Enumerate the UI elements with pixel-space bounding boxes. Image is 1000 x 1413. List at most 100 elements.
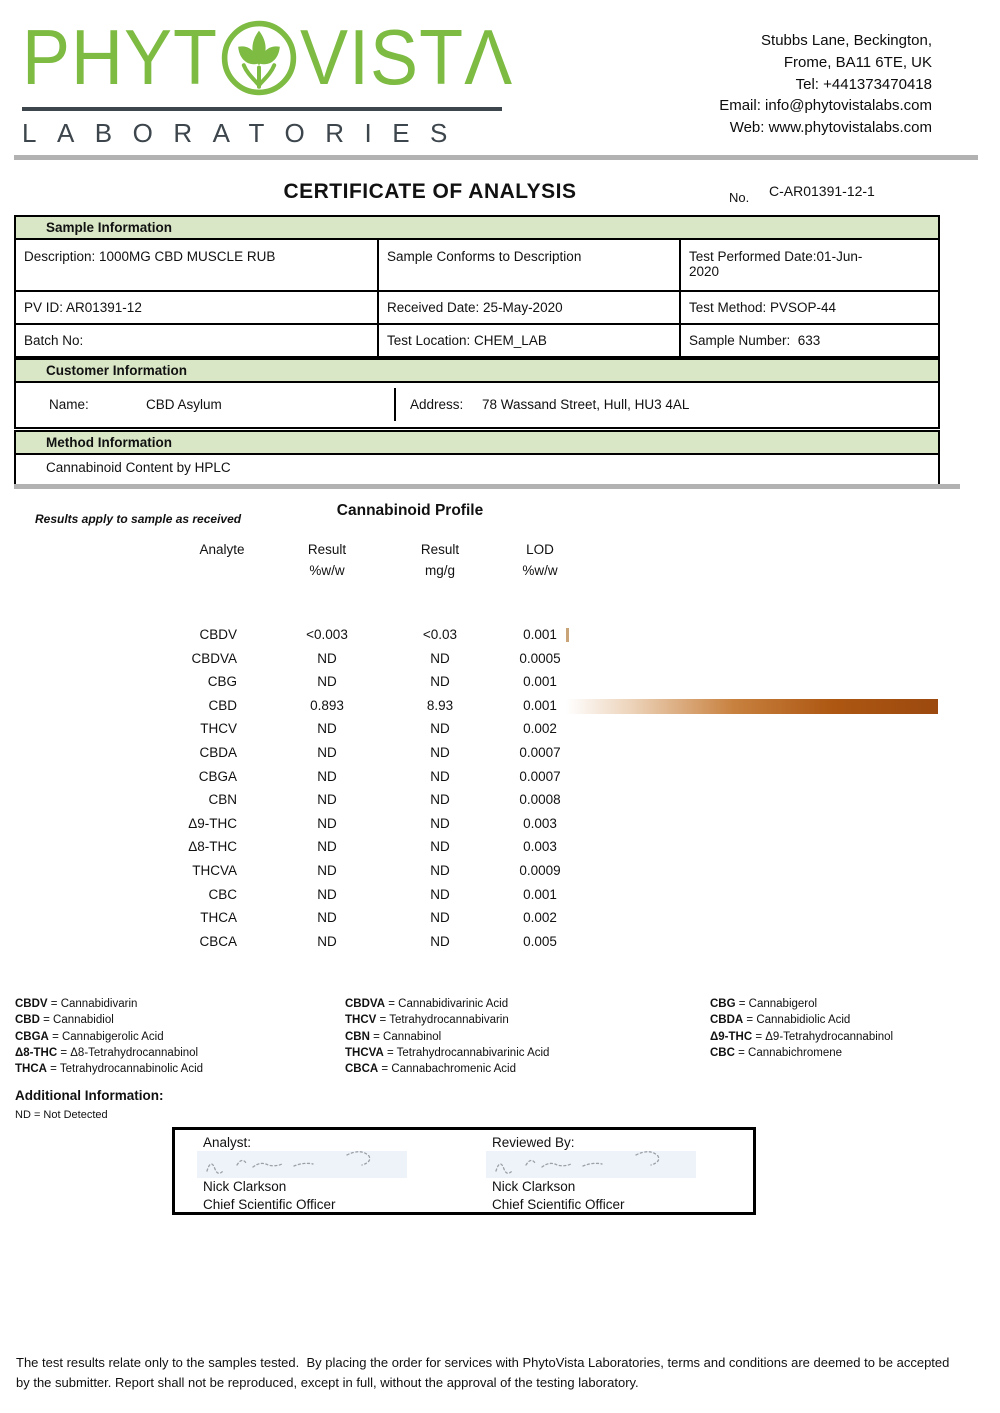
legend-item: THCVA = Tetrahydrocannabivarinic Acid [345, 1046, 550, 1059]
certificate-number: C-AR01391-12-1 [769, 183, 875, 199]
legend-item: Δ8-THC = Δ8-Tetrahydrocannabinol [15, 1046, 199, 1059]
lod-value: 0.001 [523, 674, 557, 690]
lod-value: 0.003 [523, 815, 557, 831]
analyst-label: Analyst: [203, 1135, 252, 1150]
header-divider [14, 155, 978, 160]
analyte-name: CBC [208, 886, 237, 902]
section-divider [14, 484, 960, 489]
lod-value: 0.001 [523, 627, 557, 642]
logo-text-phyt: PHYT [22, 14, 219, 102]
column-header-analyte: Analyte [177, 540, 267, 561]
result-mgg-value: ND [430, 839, 450, 855]
method-value: Cannabinoid Content by HPLC [46, 460, 231, 475]
test-location: Test Location: CHEM_LAB [379, 325, 681, 356]
profile-title: Cannabinoid Profile [336, 502, 484, 519]
result-percent-value: ND [317, 862, 337, 878]
header-line: %w/w [522, 562, 558, 578]
analyte-results-table: CBDV <0.003 <0.03 0.001 CBDVA ND ND 0.0005 CBG ND… [0, 624, 1000, 954]
company-logo: PHYT VIST Λ LABORATORIES [22, 14, 514, 149]
result-percent-value: 0.893 [310, 697, 344, 713]
analyte-row: CBN ND ND 0.0008 [0, 789, 1000, 813]
logo-wordmark: PHYT VIST Λ [22, 14, 514, 102]
analyte-row: Δ9-THC ND ND 0.003 [0, 813, 1000, 837]
legend-item: CBD = Cannabidiol [15, 1014, 114, 1027]
analyte-row: CBGA ND ND 0.0007 [0, 766, 1000, 790]
analyst-title: Chief Scientific Officer [203, 1197, 336, 1212]
analyte-name: CBG [207, 674, 237, 690]
result-percent-value: ND [317, 674, 337, 690]
table-row: Batch No: Test Location: CHEM_LAB Sample… [16, 325, 938, 356]
signature-box: Analyst: Nick Clarkson Chief Scientific … [172, 1127, 756, 1215]
result-percent-value: ND [317, 744, 337, 760]
reviewed-by-label: Reviewed By: [492, 1135, 575, 1150]
analyte-row: CBDVA ND ND 0.0005 [0, 648, 1000, 672]
contact-address-line2: Frome, BA11 6TE, UK [783, 53, 932, 71]
lod-value: 0.0007 [519, 744, 561, 760]
result-mgg-value: ND [430, 862, 450, 878]
legend-item: CBDV = Cannabidivarin [15, 998, 138, 1010]
customer-name-label: Name: [49, 397, 89, 412]
analyte-name: CBDV [199, 627, 237, 642]
contact-phone: Tel: +441373470418 [795, 75, 932, 93]
lod-value: 0.005 [523, 933, 557, 949]
analyte-row: THCVA ND ND 0.0009 [0, 860, 1000, 884]
analyte-name: Δ8-THC [188, 839, 237, 855]
analyte-row: Δ8-THC ND ND 0.003 [0, 836, 1000, 860]
header-line: mg/g [424, 562, 455, 578]
legend-item: CBC = Cannabichromene [710, 1046, 843, 1059]
method-information-table: Method Information Cannabinoid Content b… [14, 430, 940, 486]
logo-subtitle: LABORATORIES [22, 118, 468, 148]
analyte-row: CBDV <0.003 <0.03 0.001 [0, 624, 1000, 648]
analyte-name: THCVA [192, 862, 237, 878]
page-title: CERTIFICATE OF ANALYSIS [283, 180, 577, 203]
analyte-name: CBDA [199, 744, 237, 760]
legend-item: CBG = Cannabigerol [710, 998, 818, 1010]
legend-column: CBG = Cannabigerol CBDA = Cannabidiolic A… [710, 996, 987, 1077]
customer-address-label: Address: [410, 397, 464, 412]
certificate-no-label: No. [729, 190, 750, 205]
table-row: Description: 1000MG CBD MUSCLE RUB Sampl… [16, 240, 938, 292]
table-row: PV ID: AR01391-12 Received Date: 25-May-… [16, 292, 938, 325]
sample-information-heading: Sample Information [16, 217, 938, 240]
analyst-signature-block: Analyst: Nick Clarkson Chief Scientific … [175, 1130, 464, 1212]
result-percent-value: ND [317, 792, 337, 808]
result-mgg-value: ND [430, 650, 450, 666]
analyte-name: THCA [200, 910, 237, 926]
legend-column: CBDVA = Cannabidivarinic Acid THCV = Tetr… [345, 996, 710, 1077]
result-mgg-value: ND [430, 910, 450, 926]
leaf-icon [221, 20, 297, 96]
column-divider [394, 388, 396, 421]
analyte-row: CBD 0.893 8.93 0.001 [0, 695, 1000, 719]
lod-value: 0.0008 [519, 792, 561, 808]
method-information-heading: Method Information [16, 432, 938, 455]
result-mgg-value: ND [430, 768, 450, 784]
customer-information-table: Customer Information Name: CBD Asylum Ad… [14, 358, 940, 429]
customer-row: Name: CBD Asylum Address: 78 Wassand Str… [16, 383, 938, 427]
contact-email: Email: info@phytovistalabs.com [719, 97, 932, 115]
legend-item: THCA = Tetrahydrocannabinolic Acid [15, 1063, 204, 1076]
analyte-row: CBC ND ND 0.001 [0, 884, 1000, 908]
result-percent-value: <0.003 [306, 627, 348, 642]
result-percent-value: ND [317, 815, 337, 831]
reviewer-title: Chief Scientific Officer [492, 1197, 625, 1212]
lod-value: 0.002 [523, 721, 557, 737]
analyte-row: CBCA ND ND 0.005 [0, 931, 1000, 955]
analyte-name: CBCA [199, 933, 237, 949]
legend-item: THCV = Tetrahydrocannabivarin [345, 1014, 509, 1027]
sample-conformity: Sample Conforms to Description [379, 240, 681, 290]
result-mgg-value: ND [430, 744, 450, 760]
analyte-row: THCV ND ND 0.002 [0, 718, 1000, 742]
lod-value: 0.002 [523, 910, 557, 926]
column-header-result-mgg: Result mg/g [393, 540, 487, 582]
results-note: Results apply to sample as received [35, 512, 242, 526]
legend-item: Δ9-THC = Δ9-Tetrahydrocannabinol [710, 1030, 894, 1043]
result-percent-value: ND [317, 721, 337, 737]
legend-item: CBDA = Cannabidiolic Acid [710, 1014, 851, 1027]
contact-address-line1: Stubbs Lane, Beckington, [761, 32, 932, 49]
result-mgg-value: ND [430, 721, 450, 737]
result-mgg-value: ND [430, 674, 450, 690]
legend-item: CBDVA = Cannabidivarinic Acid [345, 998, 509, 1010]
lod-value: 0.0009 [519, 862, 561, 878]
header-line: %w/w [309, 562, 345, 578]
